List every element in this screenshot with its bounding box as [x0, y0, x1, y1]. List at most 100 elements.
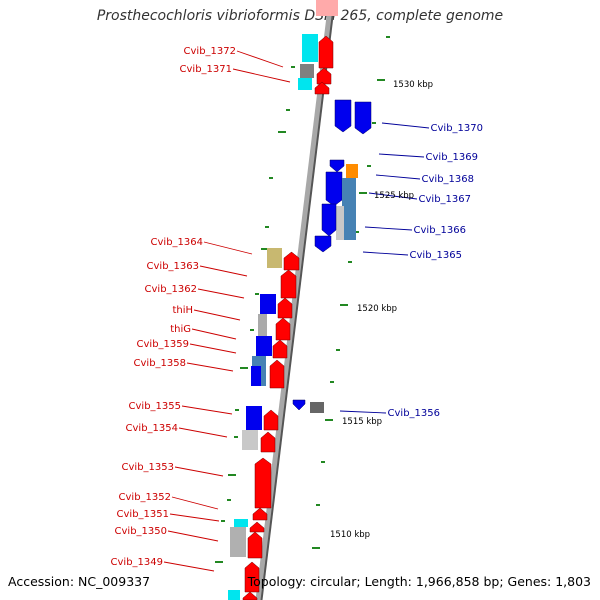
forward-gene-arrow — [252, 507, 268, 521]
reverse-gene-arrow — [329, 159, 345, 173]
gene-label: Cvib_1350 — [115, 526, 167, 537]
label-leader-line — [362, 251, 409, 256]
gene-box — [230, 527, 246, 557]
pseudo-box — [310, 402, 324, 413]
gene-label: Cvib_1351 — [117, 509, 169, 520]
label-leader-line — [378, 153, 425, 158]
label-leader-line — [381, 122, 430, 129]
forward-gene-arrow — [283, 251, 300, 271]
gene-label: Cvib_1349 — [111, 557, 163, 568]
gene-label: Cvib_1358 — [134, 358, 186, 369]
label-leader-line — [197, 288, 245, 299]
forward-gene-arrow — [244, 561, 260, 593]
partial-gene-box — [316, 0, 338, 16]
pseudo-box — [300, 64, 314, 78]
gene-label: Cvib_1372 — [184, 46, 236, 57]
label-leader-line — [171, 496, 219, 510]
reverse-gene-arrow — [314, 235, 332, 253]
kbp-labels: 1530 kbp 1525 kbp 1520 kbp 1515 kbp 1510 kbp — [330, 80, 433, 540]
gene-label: Cvib_1354 — [126, 423, 178, 434]
kbp-label: 1525 kbp — [374, 191, 414, 201]
gene-box — [242, 430, 258, 450]
forward-gene-arrow — [318, 35, 334, 69]
gene-labels: Cvib_1372 Cvib_1371 Cvib_1364 Cvib_1363 Cvib… — [111, 46, 483, 568]
gene-box — [260, 294, 276, 314]
label-leader-line — [236, 50, 284, 68]
gene-box — [336, 206, 344, 240]
label-leader-line — [167, 530, 219, 542]
accession-text: Accession: NC_009337 — [8, 574, 151, 589]
gene-label: Cvib_1359 — [137, 339, 189, 350]
forward-gene-arrow — [249, 521, 265, 533]
gene-label: Cvib_1370 — [431, 123, 483, 134]
gene-label: Cvib_1365 — [410, 250, 462, 261]
label-leader-line — [203, 241, 253, 255]
gene-features — [228, 0, 372, 600]
backbone-shadow — [259, 0, 336, 600]
forward-gene-arrow — [277, 297, 293, 319]
gene-label: Cvib_1356 — [388, 408, 440, 419]
label-leaders — [163, 50, 430, 572]
kbp-label: 1520 kbp — [357, 304, 397, 314]
gene-box — [251, 366, 261, 386]
gene-label: Cvib_1364 — [151, 237, 203, 248]
forward-gene-arrow — [242, 591, 258, 600]
map-title: Prosthecochloris vibrioformis DSM 265, c… — [96, 8, 504, 24]
gene-box — [256, 336, 272, 356]
gene-label: Cvib_1367 — [419, 194, 471, 205]
label-leader-line — [178, 427, 228, 438]
label-leader-line — [169, 513, 220, 522]
reverse-gene-arrow — [321, 203, 337, 237]
other-feature-box — [267, 248, 282, 268]
label-leader-line — [368, 192, 418, 200]
rna-box — [228, 590, 240, 600]
gene-label: Cvib_1363 — [147, 261, 199, 272]
label-leader-line — [193, 309, 241, 321]
label-leader-line — [339, 410, 387, 414]
forward-gene-arrow — [247, 531, 263, 559]
gene-box — [246, 406, 262, 430]
gene-label: Cvib_1366 — [414, 225, 466, 236]
forward-gene-arrow — [260, 431, 276, 453]
reverse-gene-arrow — [334, 99, 352, 133]
forward-gene-arrow — [275, 317, 291, 341]
gene-label: Cvib_1362 — [145, 284, 197, 295]
label-leader-line — [375, 174, 421, 180]
gene-label: Cvib_1369 — [426, 152, 478, 163]
forward-gene-arrow — [263, 409, 279, 431]
kbp-label: 1530 kbp — [393, 80, 433, 90]
label-leader-line — [364, 226, 413, 231]
gene-label: thiG — [170, 324, 191, 335]
gene-box — [258, 314, 267, 336]
forward-gene-arrow — [314, 81, 330, 95]
other-feature-box — [346, 164, 358, 178]
rna-box — [234, 519, 248, 527]
rna-box — [302, 34, 318, 62]
gene-label: Cvib_1368 — [422, 174, 474, 185]
label-leader-line — [181, 405, 233, 415]
label-leader-line — [189, 343, 237, 354]
gene-label: Cvib_1352 — [119, 492, 171, 503]
genome-summary-text: Topology: circular; Length: 1,966,858 bp… — [247, 574, 591, 589]
label-leader-line — [232, 68, 291, 83]
forward-gene-arrow — [280, 269, 297, 299]
gene-label: Cvib_1355 — [129, 401, 181, 412]
forward-gene-arrow — [272, 339, 288, 359]
label-leader-line — [174, 466, 224, 477]
kbp-label: 1515 kbp — [342, 417, 382, 427]
kbp-label: 1510 kbp — [330, 530, 370, 540]
forward-gene-arrow — [254, 457, 272, 509]
label-leader-line — [199, 265, 248, 277]
rna-box — [298, 78, 312, 90]
reverse-gene-arrow — [292, 399, 306, 411]
gene-box — [342, 178, 356, 240]
tick-marks — [215, 36, 390, 563]
gene-label: Cvib_1371 — [180, 64, 232, 75]
forward-gene-arrow — [269, 359, 285, 389]
reverse-gene-arrow — [354, 101, 372, 135]
label-leader-line — [186, 362, 234, 372]
gene-label: thiH — [172, 305, 193, 316]
forward-gene-arrow — [316, 67, 332, 85]
gene-label: Cvib_1353 — [122, 462, 174, 473]
